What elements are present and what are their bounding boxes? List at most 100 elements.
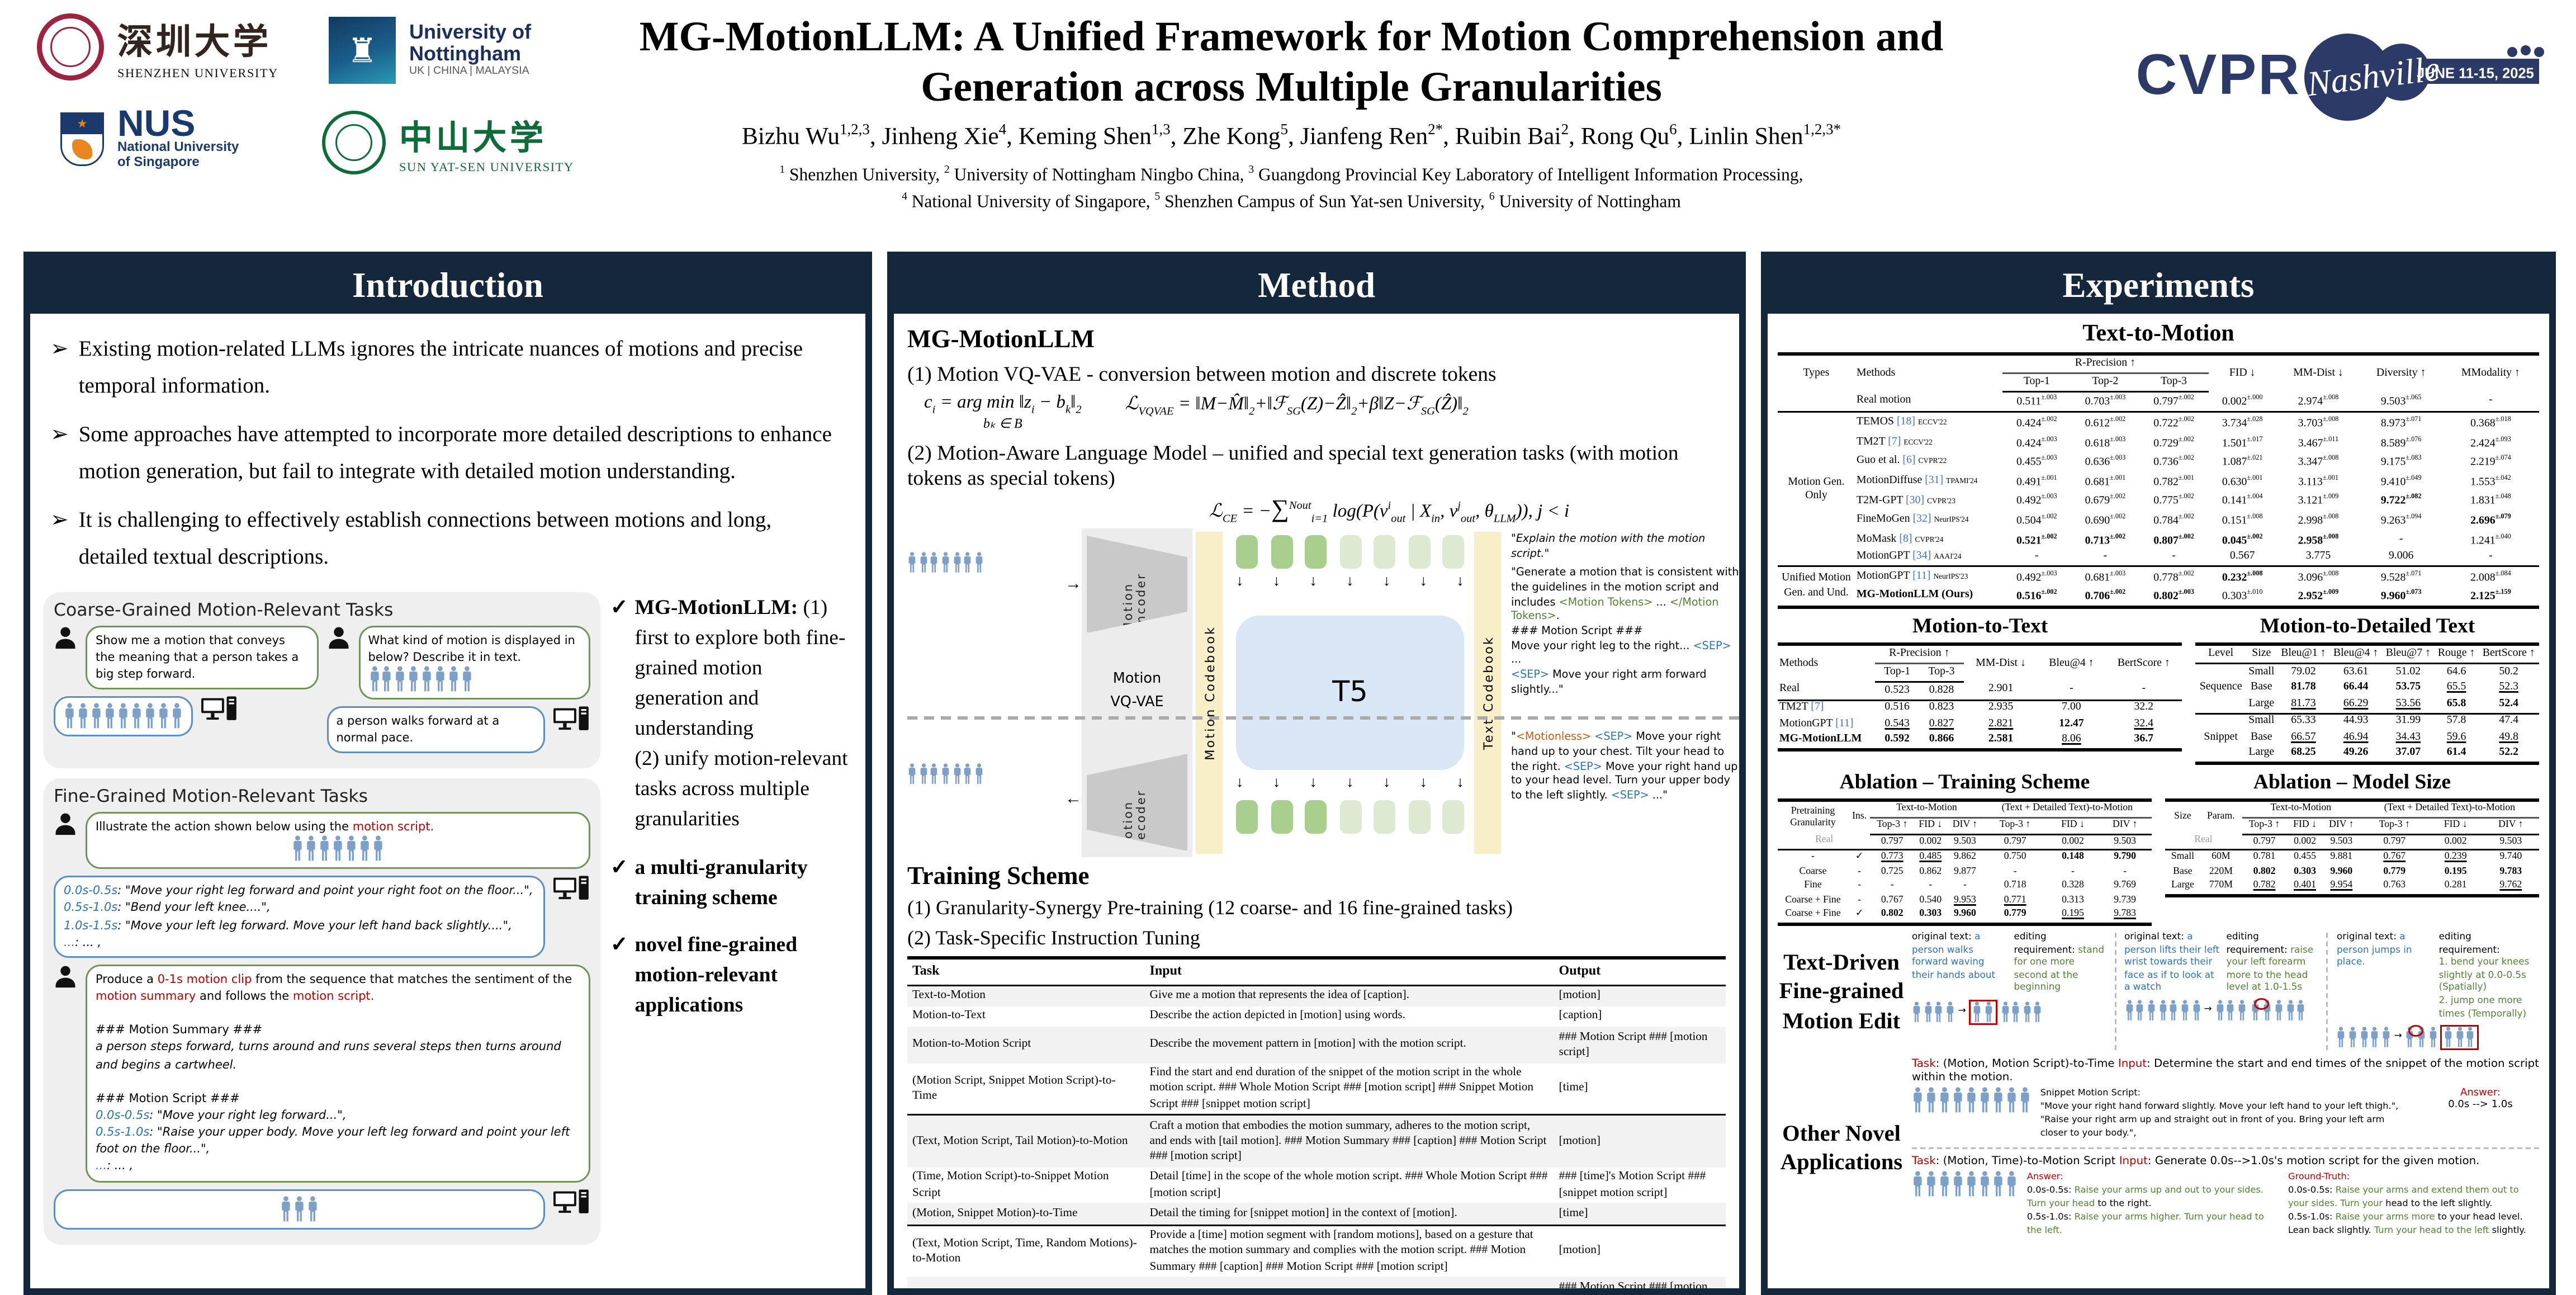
person-figure: [171, 703, 182, 730]
equation-ce-loss: ℒCE = −∑Nouti=1 log(P(viout | Xin, vjout…: [1209, 497, 1570, 526]
table-row: (Motion, Snippet Motion)-to-Time Detail t…: [907, 1203, 1726, 1225]
person-figure: [408, 666, 420, 693]
table-row: Large 770M 0.782 0.401 9.954 0.763 0.281 9.762: [2171, 881, 2522, 891]
nottingham-campuses: UK | CHINA | MALAYSIA: [409, 65, 529, 78]
person-figure: [2428, 1027, 2437, 1048]
computer-icon: [553, 1189, 590, 1216]
table-row: (Text, Motion Script, Tail Motion)-to-Mo…: [907, 1114, 1726, 1168]
person-figure: [2381, 1027, 2391, 1048]
m2t-table-title: Motion-to-Text: [1912, 614, 2048, 638]
nus-logo: ★ NUS National University of Singapore: [60, 102, 239, 170]
user-icon: [54, 625, 77, 649]
table-row: Real 0.797 0.002 9.503 0.797 0.002 9.503: [1815, 835, 2137, 847]
dashed-divider: [907, 717, 1739, 721]
table-row: Small 60M 0.781 0.455 9.881 0.767 0.239 9.740: [2165, 849, 2539, 866]
person-figure: [2444, 1027, 2453, 1048]
chat-answer: a person walks forward at a normal pace.: [326, 706, 545, 754]
person-figure: [319, 836, 330, 863]
person-figure: [2296, 1000, 2306, 1022]
person-figure: [2158, 1000, 2167, 1022]
person-figure: [117, 703, 129, 730]
table-row: TM2T [7] 0.516 0.823 2.935 7.00 32.2: [1778, 698, 2183, 716]
dashed-divider: [1912, 1146, 2539, 1149]
app2-answer: Answer: 0.0s-0.5s: Raise your arms up an…: [2026, 1171, 2264, 1236]
token-row-top: [1236, 536, 1464, 570]
sysu-logo: 中山大学 SUN YAT-SEN UNIVERSITY: [322, 111, 574, 174]
person-figure: [1939, 1087, 1950, 1114]
person-figure: [462, 666, 473, 693]
person-figure: [372, 836, 384, 863]
nottingham-name-line1: University of: [409, 20, 532, 44]
highlight-2: a multi-granularity training scheme: [634, 854, 808, 909]
shenzhen-university-name: SHENZHEN UNIVERSITY: [117, 64, 278, 80]
method-panel: Method MG-MotionLLM (1) Motion VQ-VAE - …: [887, 252, 1746, 1295]
person-figure: [359, 836, 371, 863]
person-figure: [2005, 1087, 2017, 1114]
person-figure: [1934, 1001, 1944, 1023]
highlight-1-body: (1) first to explore both fine-grained m…: [634, 594, 848, 831]
person-figure: [1965, 1170, 1977, 1197]
fine-grained-tasks-box: Fine-Grained Motion-Relevant Tasks Illus…: [44, 778, 600, 1244]
app1-task-line: Task: (Motion, Motion Script)-to-Time In…: [1912, 1057, 2539, 1084]
nottingham-castle-icon: ♜: [329, 17, 396, 84]
person-figure: [930, 764, 939, 786]
nus-name-line2: of Singapore: [117, 153, 200, 169]
nus-word: NUS: [117, 102, 196, 144]
table-row: Real 0.797 0.002 9.503 0.797 0.002 9.503: [2194, 835, 2522, 847]
table-row: (Time, Motion Script)-to-Snippet Motion …: [912, 1170, 1706, 1199]
person-figure: [941, 552, 950, 574]
nottingham-name-line2: Nottingham: [409, 41, 521, 65]
method-line-2: (2) Motion-Aware Language Model – unifie…: [907, 441, 1679, 490]
shenzhen-university-logo: 深圳大学 SHENZHEN UNIVERSITY: [37, 13, 278, 81]
person-figure: [907, 552, 917, 574]
person-figure: [144, 703, 155, 730]
edit-example-2: original text: a person lifts their left…: [2124, 933, 2329, 1051]
shenzhen-university-seal-icon: [37, 13, 104, 81]
person-figure: [1978, 1170, 1990, 1197]
table-row: MotionDiffuse [31] TPAMI'24 0.491±.001 0.6…: [1857, 472, 2511, 489]
ablation-training-title: Ablation – Training Scheme: [1839, 769, 2090, 793]
chat-question: Show me a motion that conveys the meanin…: [86, 625, 318, 689]
person-figure: [64, 703, 75, 730]
sysu-cjk: 中山大学: [399, 121, 547, 158]
table-row: Large 68.25 49.26 37.07 61.4 52.2: [2248, 746, 2519, 758]
text-to-motion-table: Types Methods R-Precision ↑ FID ↓ MM-Dis…: [1778, 352, 2539, 609]
arrow-bullet-icon: ➢: [50, 335, 69, 361]
coarse-grained-tasks-box: Coarse-Grained Motion-Relevant Tasks Sho…: [44, 591, 600, 769]
diagram-text-2: "Generate a motion that is consistent wi…: [1511, 566, 1739, 696]
introduction-bullets: ➢ Existing motion-related LLMs ignores th…: [44, 324, 852, 592]
method-line-1: (1) Motion VQ-VAE - conversion between m…: [907, 362, 1497, 386]
method-subheading: MG-MotionLLM: [907, 327, 1095, 354]
table-row: Unified Motion Gen. and Und. MotionGPT [1…: [1778, 565, 2539, 608]
person-figure: [130, 703, 142, 730]
bullet-2: Some approaches have attempted to incorp…: [78, 421, 832, 484]
person-figure: [2191, 1000, 2201, 1022]
person-figure: [422, 666, 433, 693]
authors: Bizhu Wu1,2,3, Jinheng Xie4, Keming Shen…: [741, 121, 1841, 151]
person-figure: [974, 552, 984, 574]
person-figure: [1952, 1170, 1964, 1197]
coarse-box-title: Coarse-Grained Motion-Relevant Tasks: [54, 599, 394, 620]
chat-question-long: Produce a 0-1s motion clip from the sequ…: [86, 964, 590, 1182]
t5-block: T5: [1236, 616, 1464, 771]
person-figure: [77, 703, 89, 730]
page-title: MG-MotionLLM: A Unified Framework for Mo…: [639, 15, 1944, 110]
person-figure: [1912, 1001, 1921, 1023]
motion-to-detailed-text-table: Level Size Bleu@1 ↑ Bleu@4 ↑ Bleu@7 ↑ Ro…: [2196, 642, 2539, 765]
arrow-left-icon: ←: [1065, 791, 1082, 810]
table-row: Base 66.57 46.94 34.43 59.6 49.8: [2251, 730, 2519, 743]
person-figure: [1912, 1087, 1924, 1114]
diagram-text-1: "Explain the motion with the motion scri…: [1511, 532, 1706, 561]
motion-edit-label: Text-Driven Fine-grained Motion Edit: [1779, 949, 1904, 1033]
shenzhen-university-cjk: 深圳大学: [117, 21, 272, 62]
person-figure: [292, 836, 304, 863]
person-figure: [307, 1195, 319, 1222]
token-row-bottom: [1236, 801, 1464, 835]
person-figure: [1984, 1001, 1993, 1023]
arrow-bullet-icon: ➢: [50, 421, 69, 447]
app1-snippet: Snippet Motion Script: "Move your right …: [2040, 1089, 2399, 1140]
ablation-size-title: Ablation – Model Size: [2253, 769, 2451, 793]
person-figure: [1965, 1087, 1977, 1114]
cvpr-logo: CVPR Nashville JUNE 11-15, 2025: [2136, 27, 2553, 124]
